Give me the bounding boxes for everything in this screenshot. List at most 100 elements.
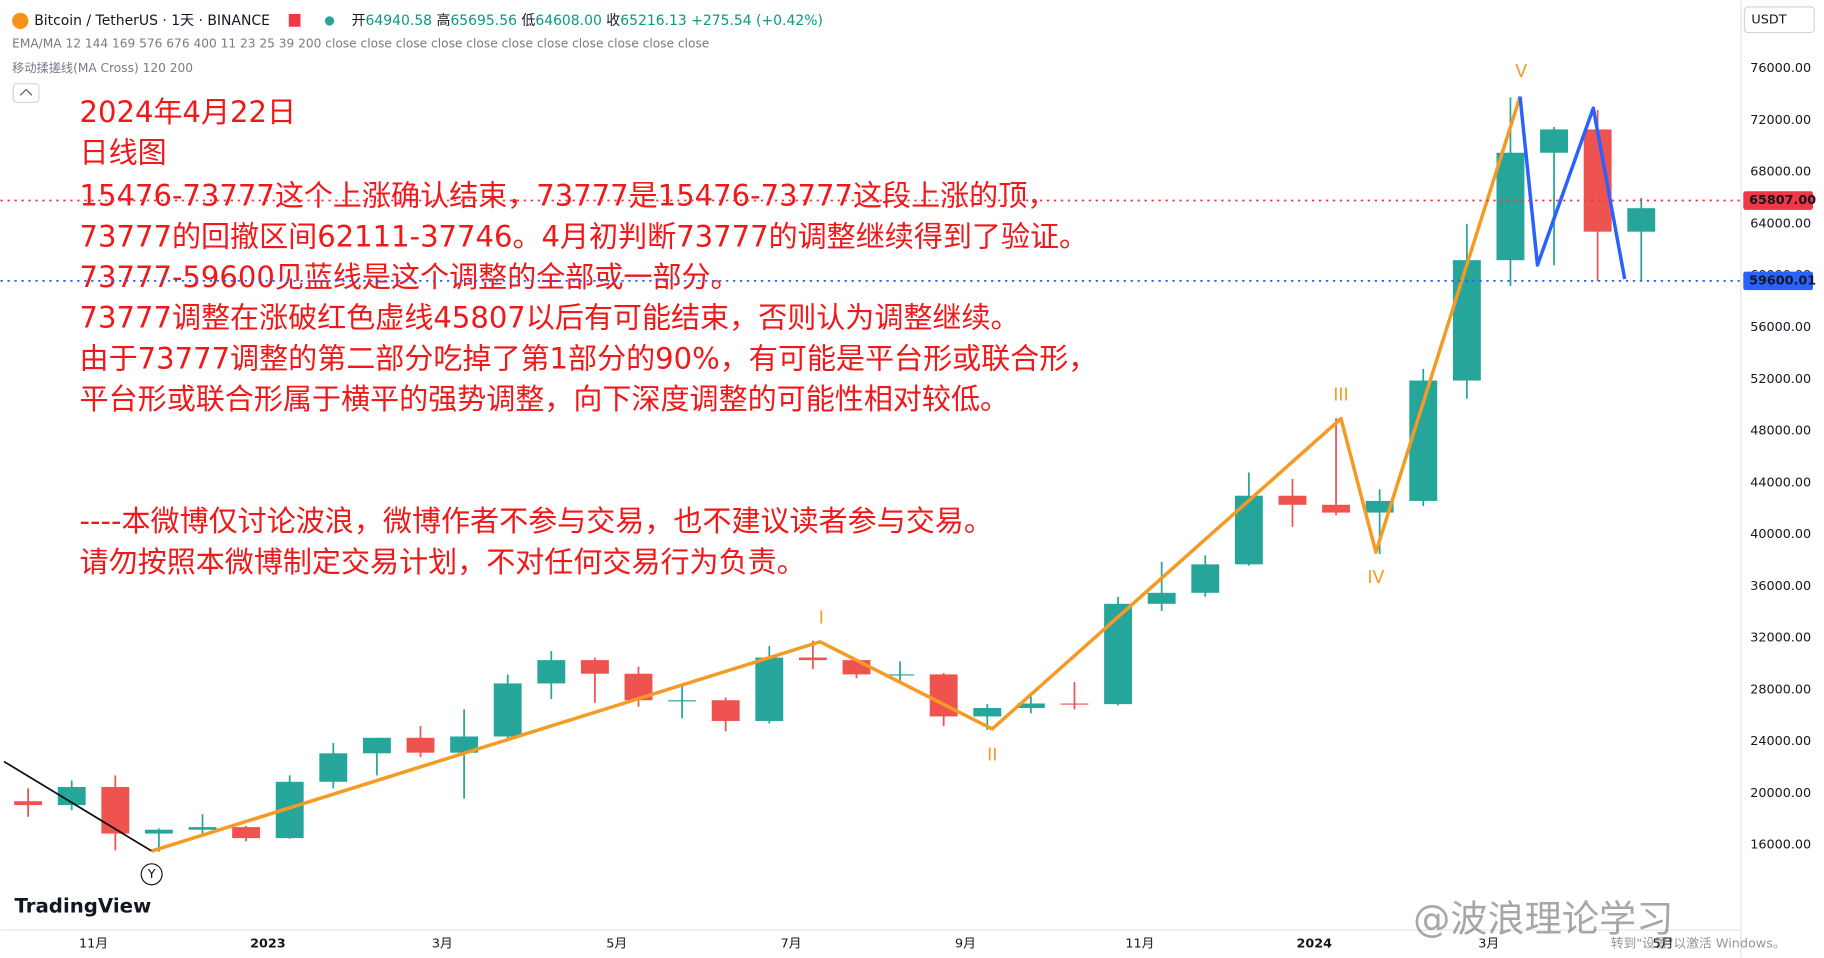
candle-body [1452,260,1481,381]
candle-body [798,657,827,661]
ohlc-label: 收 [606,13,620,29]
x-tick-label: 5月 [1653,937,1674,952]
candle-body [1540,129,1569,153]
ohlc: 开64940.58 高65695.56 低64608.00 收65216.13 … [352,12,823,29]
candle-body [537,660,566,684]
candle-body [1322,504,1351,513]
candle-body [232,827,261,839]
wave-labels: V I II III IV Y [140,62,1527,886]
collapse-icon [19,88,33,96]
indicator[interactable]: 移动揉搓线(MA Cross) 120 200 [12,60,193,75]
candle-body [1627,208,1656,232]
collapse-button[interactable] [12,83,40,103]
candle-body [1278,495,1307,505]
y-tick-label: 20000.00 [1750,786,1811,801]
candle-body [493,683,522,737]
wave-label: II [987,746,997,766]
candle-body [668,700,697,702]
ohlc-label: 高 [437,12,451,29]
flag-icon[interactable] [288,13,301,27]
watermark: @波浪理论学习 [1413,896,1673,940]
candle-body [1104,603,1133,705]
y-tick-label: 24000.00 [1750,734,1811,749]
candle-body [1365,500,1394,513]
status-dot [324,16,335,26]
candle-body [450,736,479,753]
candle-body [842,660,871,675]
coin-icon [12,12,29,30]
candle-body [144,829,173,834]
x-tick-label: 3月 [1478,937,1499,952]
ohlc-change: +275.54 (+0.42%) [691,13,823,29]
x-tick-label: 2023 [250,937,286,952]
price-tag [1743,191,1814,210]
note-line: 15476-73777这个上涨确认结束，73777是15476-73777这段上… [80,179,1057,213]
note-line: 73777调整在涨破红色虚线45807以后有可能结束，否则认为调整继续。 [80,301,1020,335]
y-tick-label: 44000.00 [1750,475,1811,490]
ohlc-value: 64608.00 [535,13,602,29]
ohlc-label: 低 [521,13,535,29]
currency-box[interactable] [1743,6,1815,34]
y-tick-label: 28000.00 [1750,682,1811,697]
y-tick-label: 32000.00 [1750,631,1811,646]
candle-body [973,708,1002,717]
wave-label: Y [147,867,156,882]
x-tick-label: 11月 [1125,937,1154,952]
candle-body [14,801,43,806]
y-tick-label: 40000.00 [1750,527,1811,542]
ohlc-value: 65695.56 [450,13,517,29]
note-line: 由于73777调整的第二部分吃掉了第1部分的90%，有可能是平台形或联合形， [80,341,1098,375]
candle-body [1191,564,1220,593]
y-tick-label: 16000.00 [1750,838,1811,853]
note-line: ----本微博仅讨论波浪，微博作者不参与交易，也不建议读者参与交易。 [80,504,993,538]
note-line: 2024年4月22日 [80,95,297,129]
note-line: 73777-59600见蓝线是这个调整的全部或一部分。 [80,260,740,294]
currency: USDT [1751,12,1786,27]
activation-notice: 转到"设置"以激活 Windows。 [1611,937,1786,952]
x-tick-label: 3月 [432,937,453,952]
wave-label: V [1515,62,1527,82]
candle-body [580,660,609,674]
y-tick-label: 64000.00 [1750,216,1811,231]
ohlc-value: 64940.58 [366,13,433,29]
candle-body [1060,703,1089,705]
y-tick-label: 76000.00 [1750,61,1811,76]
x-tick-label: 11月 [79,937,108,952]
logo: TradingView [14,894,151,917]
candle-body [319,753,348,782]
trend-line [3,760,153,852]
candle-body [1016,703,1045,709]
candle-body [1496,152,1525,261]
price-tag [1743,271,1814,291]
indicator[interactable]: EMA/MA 12 144 169 576 676 400 11 23 25 3… [12,37,709,51]
y-tick-label: 36000.00 [1750,579,1811,594]
wave-label: III [1333,385,1348,405]
x-tick-label: 9月 [955,937,976,952]
candle-body [755,657,784,721]
candle-body [406,737,435,753]
candle-body [1234,495,1263,565]
y-tick-label: 72000.00 [1750,113,1811,128]
ohlc-value: 65216.13 [620,13,687,29]
symbol: Bitcoin / TetherUS · 1天 · BINANCE [34,13,270,29]
candle-body [57,786,86,806]
correction-line [1518,96,1627,280]
note-line: 平台形或联合形属于横平的强势调整，向下深度调整的可能性相对较低。 [80,382,1009,416]
price-tag-label: 65807.00 [1749,193,1816,208]
candle-body [101,786,130,834]
y-tick-label: 48000.00 [1750,424,1811,439]
y-tick-label: 68000.00 [1750,165,1811,180]
y-tick-label: 52000.00 [1750,372,1811,387]
wave-circle [140,863,163,886]
note-line: 请勿按照本微博制定交易计划，不对任何交易行为负责。 [80,545,806,579]
y-tick-label: 56000.00 [1750,320,1811,335]
candle-body [362,737,391,754]
x-tick-label: 7月 [781,937,802,952]
x-tick-label: 5月 [606,937,627,952]
candle-body [886,674,915,676]
candle-body [711,700,740,721]
note-line: 日线图 [80,136,167,170]
ohlc-label: 开 [352,13,366,29]
